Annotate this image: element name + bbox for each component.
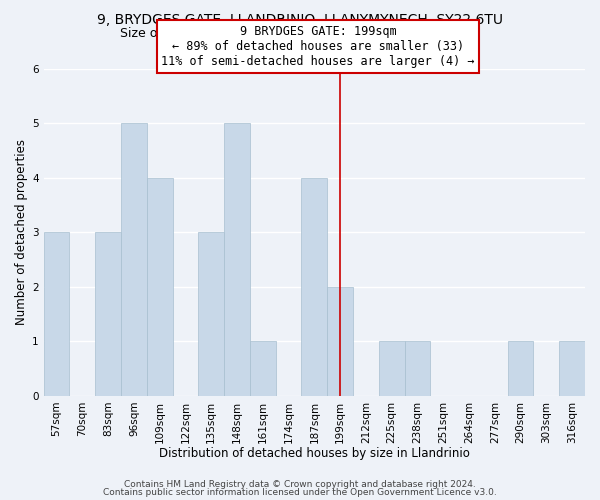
Y-axis label: Number of detached properties: Number of detached properties	[15, 140, 28, 326]
Bar	[44, 232, 70, 396]
Bar	[508, 342, 533, 396]
Text: 9 BRYDGES GATE: 199sqm
← 89% of detached houses are smaller (33)
11% of semi-det: 9 BRYDGES GATE: 199sqm ← 89% of detached…	[161, 25, 475, 68]
Bar	[250, 342, 275, 396]
Bar	[121, 124, 147, 396]
Bar	[147, 178, 173, 396]
X-axis label: Distribution of detached houses by size in Llandrinio: Distribution of detached houses by size …	[159, 447, 470, 460]
Bar	[224, 124, 250, 396]
Bar	[559, 342, 585, 396]
Text: Contains public sector information licensed under the Open Government Licence v3: Contains public sector information licen…	[103, 488, 497, 497]
Text: 9, BRYDGES GATE, LLANDRINIO, LLANYMYNECH, SY22 6TU: 9, BRYDGES GATE, LLANDRINIO, LLANYMYNECH…	[97, 12, 503, 26]
Bar	[404, 342, 430, 396]
Text: Size of property relative to detached houses in Llandrinio: Size of property relative to detached ho…	[121, 28, 479, 40]
Bar	[301, 178, 327, 396]
Bar	[379, 342, 404, 396]
Text: Contains HM Land Registry data © Crown copyright and database right 2024.: Contains HM Land Registry data © Crown c…	[124, 480, 476, 489]
Bar	[327, 287, 353, 396]
Bar	[199, 232, 224, 396]
Bar	[95, 232, 121, 396]
